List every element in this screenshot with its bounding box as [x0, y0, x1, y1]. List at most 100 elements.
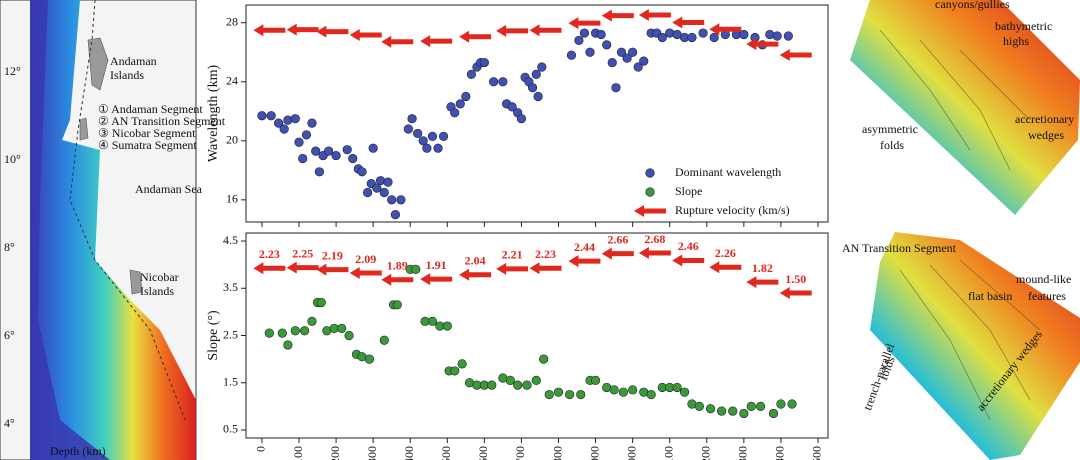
lat-label: 12°	[4, 64, 21, 78]
velocity-label: 2.23	[535, 247, 556, 261]
x-tick-label: 300	[365, 446, 379, 460]
scatter-point	[407, 114, 417, 124]
scatter-point	[257, 111, 267, 121]
scatter-point	[331, 150, 341, 161]
islands	[79, 37, 143, 295]
scatter-point	[290, 114, 300, 124]
scatter-point	[665, 28, 675, 38]
scatter-point	[585, 47, 595, 57]
segment-label: ③ Nicobar Segment	[98, 126, 196, 140]
view-label: wedges	[1028, 128, 1064, 142]
scatter-point	[298, 153, 308, 164]
view-label: AN Transition Segment	[842, 241, 957, 255]
velocity-label: 2.66	[607, 232, 628, 246]
scatter-point	[274, 118, 284, 128]
x-tick-label: 1500	[810, 446, 824, 460]
scatter-point	[290, 326, 300, 336]
velocity-label: 2.04	[465, 253, 486, 267]
scatter-point	[413, 128, 423, 139]
scatter-point	[522, 380, 532, 390]
scatter-point	[479, 57, 489, 68]
scatter-point	[427, 131, 438, 141]
scatter-point	[772, 31, 782, 41]
view-label: asymmetric	[862, 122, 918, 136]
scatter-point	[344, 330, 354, 341]
map-label: Islands	[140, 284, 174, 298]
scatter-point	[609, 385, 619, 395]
scatter-point	[362, 187, 373, 198]
scatter-point	[672, 382, 682, 393]
x-tick-label: 800	[550, 446, 564, 460]
scatter-point	[646, 389, 656, 400]
scatter-point	[294, 137, 304, 147]
velocity-arrow	[568, 255, 601, 268]
scatter-point	[698, 28, 708, 38]
view-surface	[850, 0, 1080, 215]
scatter-point	[505, 375, 515, 385]
scatter-point	[657, 32, 667, 43]
x-tick-label: 400	[402, 446, 416, 460]
y-tick-label: 0.5	[223, 422, 238, 436]
scatter-point	[628, 47, 638, 57]
y-tick-label: 24	[226, 74, 238, 88]
view-label: highs	[1003, 34, 1029, 48]
scatter-point	[566, 50, 577, 60]
scatter-point	[372, 183, 382, 193]
lat-label: 6°	[4, 328, 15, 342]
scatter-point	[457, 359, 467, 369]
scatter-point	[533, 91, 543, 102]
scatter-point	[783, 31, 793, 41]
scatter-point	[776, 399, 786, 409]
scatter-point	[438, 131, 449, 141]
x-tick-label: 1400	[773, 446, 787, 460]
scatter-point	[337, 323, 347, 334]
scatter-point	[396, 195, 406, 205]
scatter-point	[316, 297, 326, 308]
lat-label: 4°	[4, 416, 15, 430]
scatter-point	[507, 102, 517, 112]
legend-marker	[634, 205, 666, 217]
velocity-label: 2.44	[574, 240, 595, 254]
velocity-arrow	[420, 273, 453, 286]
lat-label: 8°	[4, 240, 15, 254]
scatter-point	[513, 380, 523, 390]
scatter-point	[314, 167, 324, 177]
scatter-point	[544, 389, 554, 400]
bathymetry	[30, 0, 196, 460]
scatter-point	[348, 153, 358, 164]
velocity-arrow	[638, 247, 671, 259]
scatter-point	[442, 321, 452, 331]
scatter-point	[387, 195, 397, 205]
velocity-arrow	[253, 262, 286, 275]
scatter-point	[379, 187, 389, 198]
view-texture	[879, 29, 1031, 171]
scatter-point	[450, 108, 460, 118]
scatter-point	[787, 399, 797, 409]
velocity-arrow	[601, 9, 634, 22]
scatter-point	[622, 53, 632, 63]
scatter-point	[717, 406, 727, 416]
scatter-point	[422, 143, 432, 153]
x-tick-label: 900	[587, 446, 601, 460]
scatter-point	[487, 380, 497, 390]
velocity-label: 2.26	[715, 246, 736, 260]
scatter-point	[590, 375, 601, 385]
scatter-point	[461, 91, 471, 102]
y-tick-label: 1.5	[223, 374, 238, 388]
velocity-arrow	[253, 24, 286, 37]
velocity-arrow	[286, 23, 319, 36]
scatter-point	[283, 115, 293, 125]
velocity-arrow	[672, 254, 705, 267]
scatter-point	[746, 401, 756, 411]
scatter-point	[375, 176, 386, 186]
scatter-point	[489, 77, 499, 87]
velocity-arrow	[381, 35, 414, 48]
velocity-arrow	[529, 24, 562, 37]
velocity-label: 2.46	[678, 239, 699, 253]
velocity-arrow	[316, 263, 349, 276]
x-tick-label: 1100	[661, 446, 675, 460]
scatter-point	[433, 143, 443, 153]
map-label: Nicobar	[140, 270, 179, 284]
x-tick-label: 100	[291, 446, 305, 460]
